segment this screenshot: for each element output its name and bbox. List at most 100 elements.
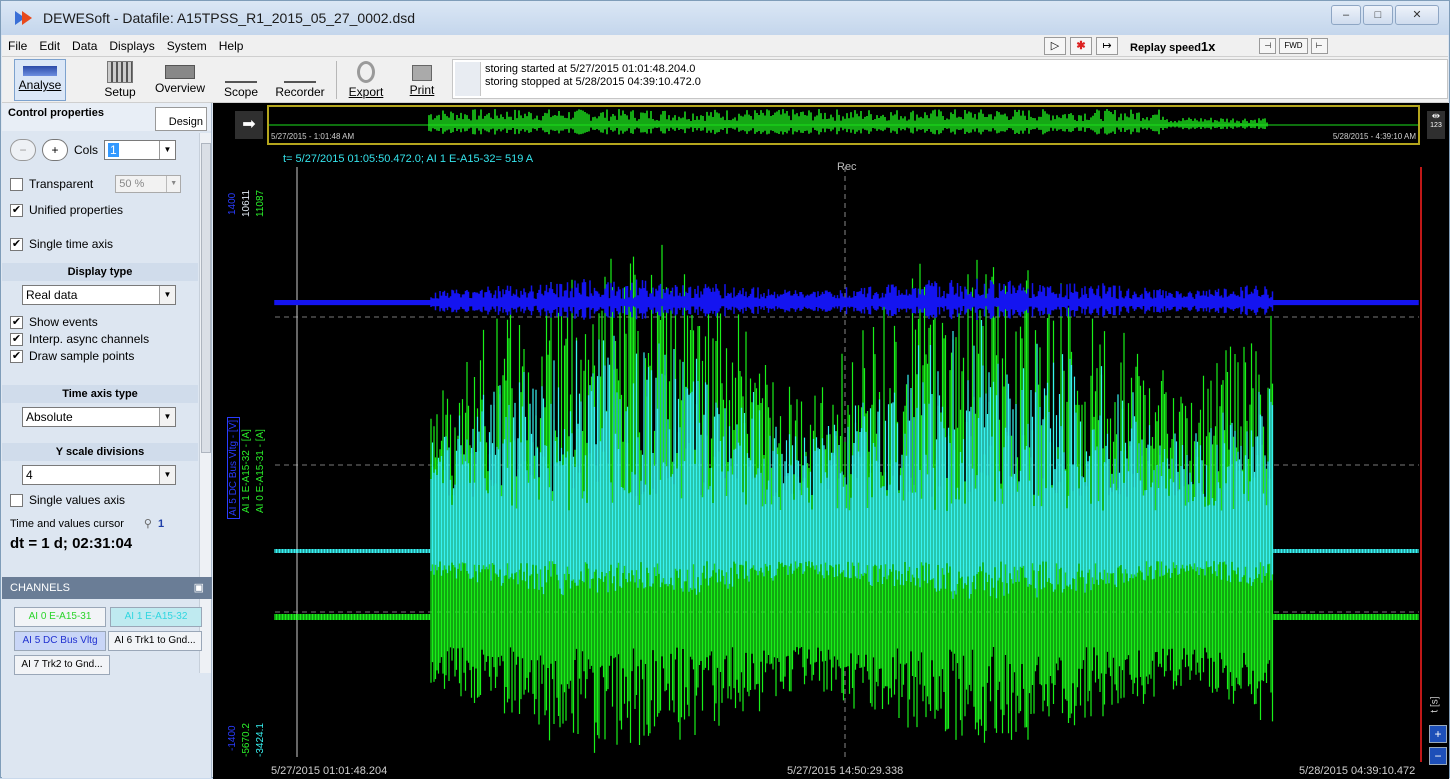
x-mid-label: 5/27/2015 14:50:29.338 — [787, 765, 904, 777]
main-toolbar: Analyse Setup Overview Scope Recorder Ex… — [2, 57, 1448, 103]
overview-zoom-label: 123 — [1430, 122, 1442, 129]
design-button[interactable]: Design — [155, 107, 207, 131]
single-values-axis-checkbox[interactable] — [10, 493, 23, 507]
close-button[interactable]: ✕ — [1395, 5, 1439, 25]
export-button[interactable]: Export — [342, 59, 390, 101]
transparent-label: Transparent — [29, 177, 94, 191]
storing-started-text: storing started at 5/27/2015 01:01:48.20… — [485, 63, 696, 75]
draw-sample-points-checkbox[interactable]: ✔ — [10, 349, 23, 363]
step-back-button[interactable]: ⊣ — [1259, 38, 1277, 54]
y-axis-label-cyan: AI 0 E-A15-31 - [A] — [255, 429, 266, 513]
chevron-down-icon: ▼ — [159, 286, 175, 304]
unified-properties-checkbox[interactable]: ✔ — [10, 203, 23, 217]
recorder-label: Recorder — [275, 85, 325, 99]
y-bottom-green: -5670.2 — [241, 723, 252, 757]
blue-trace — [274, 278, 1419, 320]
analyse-label: Analyse — [18, 78, 62, 92]
channel-ai7[interactable]: AI 7 Trk2 to Gnd... — [14, 655, 110, 675]
y-axis-label-blue: AI 5 DC Bus Vltg - [V] — [227, 416, 240, 519]
overview-start-label: 5/27/2015 - 1:01:48 AM — [271, 132, 355, 141]
recorder-display[interactable]: ➡ 5/27/2015 - 1:01:48 AM 5/28/2015 - 4:3… — [213, 103, 1449, 779]
minimize-button[interactable]: – — [1331, 5, 1361, 25]
export-label: Export — [348, 85, 384, 99]
remove-column-button[interactable]: − — [10, 139, 36, 161]
menu-help[interactable]: Help — [218, 38, 244, 53]
jump-end-button[interactable]: ↦ — [1096, 37, 1118, 55]
add-column-button[interactable]: + — [42, 139, 68, 161]
single-time-axis-checkbox[interactable]: ✔ — [10, 237, 23, 251]
maximize-button[interactable]: □ — [1363, 5, 1393, 25]
scope-icon — [225, 61, 257, 83]
cols-select[interactable]: 1 ▼ — [104, 140, 177, 160]
channel-ai1[interactable]: AI 1 E-A15-32 — [110, 607, 202, 627]
step-forward-button[interactable]: ⊢ — [1310, 38, 1328, 54]
chevron-down-icon: ▼ — [166, 176, 180, 192]
overview-waveform — [269, 109, 1418, 135]
display-type-select[interactable]: Real data ▼ — [22, 285, 176, 305]
save-icon[interactable]: ▣ — [193, 582, 204, 594]
channel-ai6[interactable]: AI 6 Trk1 to Gnd... — [108, 631, 202, 651]
panel-scrollbar[interactable] — [199, 133, 211, 673]
arrow-right-icon[interactable]: ➡ — [235, 111, 263, 139]
event-log-icon — [455, 62, 481, 96]
overview-strip[interactable]: ➡ 5/27/2015 - 1:01:48 AM 5/28/2015 - 4:3… — [213, 103, 1449, 147]
menu-file[interactable]: File — [8, 38, 28, 53]
time-unit-label: t [s] — [1429, 696, 1441, 713]
y-top-green: 10611 — [241, 189, 252, 217]
cursor-label: Time and values cursor — [10, 517, 124, 530]
window-title: DEWESoft - Datafile: A15TPSS_R1_2015_05_… — [43, 10, 416, 26]
channels-title: CHANNELS — [10, 582, 70, 594]
printer-icon — [412, 65, 432, 81]
time-axis-type-select[interactable]: Absolute ▼ — [22, 407, 176, 427]
overview-zoom-button[interactable]: ⇹ 123 — [1427, 111, 1445, 139]
title-bar: DEWESoft - Datafile: A15TPSS_R1_2015_05_… — [1, 1, 1449, 35]
y-top-cyan: 11087 — [255, 189, 266, 217]
transparency-select[interactable]: 50 % ▼ — [115, 175, 182, 193]
y-scale-divisions-value: 4 — [26, 468, 33, 482]
overview-button[interactable]: Overview — [152, 59, 208, 101]
overview-window[interactable]: 5/27/2015 - 1:01:48 AM 5/28/2015 - 4:39:… — [267, 105, 1420, 145]
zoom-in-icon[interactable]: + — [1429, 725, 1447, 743]
display-type-title: Display type — [2, 263, 198, 281]
stop-replay-icon[interactable]: ✱ — [1070, 37, 1092, 55]
y-scale-divisions-select[interactable]: 4 ▼ — [22, 465, 176, 485]
time-axis-type-value: Absolute — [26, 410, 73, 424]
scope-button[interactable]: Scope — [218, 59, 264, 101]
play-button[interactable]: ▷ — [1044, 37, 1066, 55]
lock-icon[interactable]: ⚲ — [143, 518, 152, 530]
setup-button[interactable]: Setup — [98, 59, 142, 101]
menu-edit[interactable]: Edit — [39, 38, 61, 53]
setup-label: Setup — [104, 85, 136, 99]
menu-displays[interactable]: Displays — [109, 38, 155, 53]
interp-async-checkbox[interactable]: ✔ — [10, 332, 23, 346]
print-label: Print — [409, 83, 435, 97]
transparent-checkbox[interactable] — [10, 177, 23, 191]
x-end-label: 5/28/2015 04:39:10.472 — [1299, 765, 1416, 777]
interp-async-label: Interp. async channels — [29, 332, 150, 346]
event-log: storing started at 5/27/2015 01:01:48.20… — [452, 59, 1448, 99]
overview-label: Overview — [154, 81, 205, 95]
scrollbar-thumb[interactable] — [201, 143, 211, 453]
single-time-axis-label: Single time axis — [29, 237, 114, 251]
analyse-button[interactable]: Analyse — [14, 59, 66, 101]
y-scale-divisions-title: Y scale divisions — [2, 443, 198, 461]
x-start-label: 5/27/2015 01:01:48.204 — [271, 765, 388, 777]
chevron-down-icon: ▼ — [159, 141, 175, 159]
menu-data[interactable]: Data — [72, 38, 98, 53]
channel-ai0[interactable]: AI 0 E-A15-31 — [14, 607, 106, 627]
show-events-checkbox[interactable]: ✔ — [10, 315, 23, 329]
control-properties-panel: Control properties Design − + Cols 1 ▼ T… — [2, 103, 212, 778]
forward-button[interactable]: FWD — [1279, 38, 1308, 54]
print-button[interactable]: Print — [402, 59, 442, 101]
analyse-icon — [23, 66, 57, 76]
zoom-out-icon[interactable]: − — [1429, 747, 1447, 765]
transparency-value: 50 % — [119, 178, 145, 190]
recorder-icon — [284, 61, 316, 83]
recorder-button[interactable]: Recorder — [272, 59, 328, 101]
export-icon — [357, 61, 375, 83]
menu-system[interactable]: System — [166, 38, 207, 53]
channel-ai5[interactable]: AI 5 DC Bus Vltg — [14, 631, 106, 651]
waveform-plot[interactable] — [213, 147, 1449, 779]
show-events-label: Show events — [29, 315, 98, 329]
